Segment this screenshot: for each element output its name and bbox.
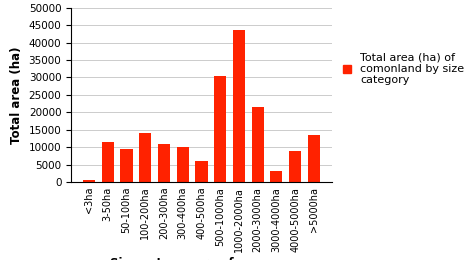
- Bar: [308, 135, 320, 182]
- Bar: [195, 161, 208, 182]
- Bar: [214, 76, 226, 182]
- Legend: Total area (ha) of
comonland by size
category: Total area (ha) of comonland by size cat…: [343, 52, 465, 85]
- Bar: [158, 144, 170, 182]
- Bar: [252, 107, 264, 182]
- Bar: [233, 30, 245, 182]
- Bar: [139, 133, 151, 182]
- Bar: [177, 147, 189, 182]
- Bar: [120, 149, 133, 182]
- Bar: [102, 142, 114, 182]
- Y-axis label: Total area (ha): Total area (ha): [10, 46, 23, 144]
- Bar: [83, 179, 95, 182]
- Bar: [270, 171, 283, 182]
- X-axis label: Size categogory of common: Size categogory of common: [109, 257, 293, 260]
- Bar: [289, 151, 301, 182]
